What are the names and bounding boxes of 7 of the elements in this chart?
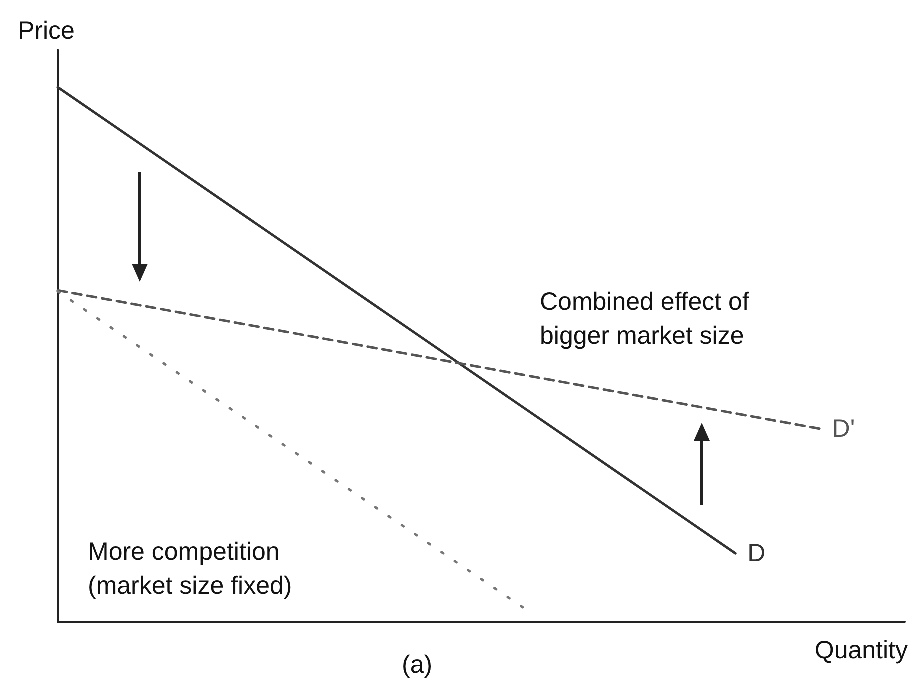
annotation: Combined effect of bigger market size — [540, 288, 750, 350]
series-label: D' — [832, 415, 856, 444]
series-label: D — [748, 540, 766, 568]
text: (a) — [402, 651, 433, 679]
y-axis-title: Price — [18, 17, 75, 45]
x-axis-title: Quantity — [814, 636, 908, 664]
annotation: More competition (market size fixed) — [88, 538, 292, 600]
